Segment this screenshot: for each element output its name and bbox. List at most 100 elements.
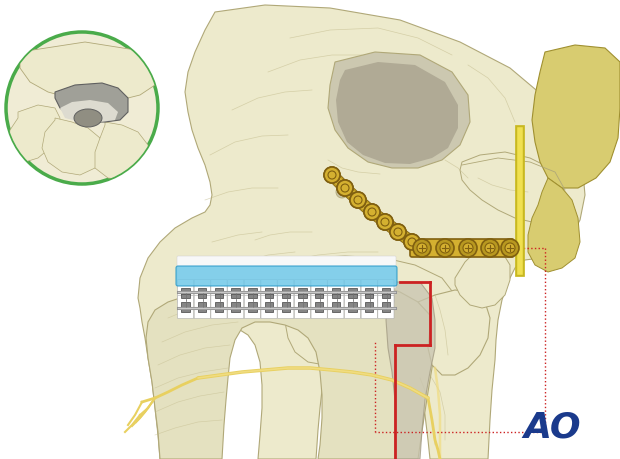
Polygon shape xyxy=(55,83,128,122)
FancyBboxPatch shape xyxy=(261,296,277,319)
Circle shape xyxy=(390,224,406,240)
FancyBboxPatch shape xyxy=(281,288,290,298)
Circle shape xyxy=(324,167,340,183)
FancyBboxPatch shape xyxy=(231,302,240,312)
Circle shape xyxy=(459,239,477,257)
FancyBboxPatch shape xyxy=(328,296,344,319)
FancyBboxPatch shape xyxy=(244,296,260,319)
FancyBboxPatch shape xyxy=(315,302,323,312)
FancyBboxPatch shape xyxy=(345,280,361,302)
Polygon shape xyxy=(418,290,490,375)
Circle shape xyxy=(336,186,348,198)
FancyBboxPatch shape xyxy=(361,280,378,302)
Circle shape xyxy=(404,234,420,250)
FancyBboxPatch shape xyxy=(278,296,294,319)
FancyBboxPatch shape xyxy=(215,302,223,312)
FancyBboxPatch shape xyxy=(311,296,327,319)
FancyBboxPatch shape xyxy=(211,280,227,302)
FancyBboxPatch shape xyxy=(410,239,514,257)
Polygon shape xyxy=(386,282,435,459)
Circle shape xyxy=(404,234,420,250)
Polygon shape xyxy=(460,152,565,222)
FancyBboxPatch shape xyxy=(182,288,190,298)
FancyBboxPatch shape xyxy=(248,302,257,312)
Ellipse shape xyxy=(74,109,102,127)
FancyBboxPatch shape xyxy=(198,302,206,312)
FancyBboxPatch shape xyxy=(278,280,294,302)
Circle shape xyxy=(481,239,499,257)
FancyBboxPatch shape xyxy=(365,302,373,312)
FancyBboxPatch shape xyxy=(328,280,344,302)
FancyBboxPatch shape xyxy=(215,288,223,298)
FancyBboxPatch shape xyxy=(311,280,327,302)
FancyBboxPatch shape xyxy=(211,296,227,319)
Circle shape xyxy=(390,224,406,240)
Circle shape xyxy=(377,214,393,230)
FancyBboxPatch shape xyxy=(294,296,311,319)
FancyBboxPatch shape xyxy=(244,280,260,302)
Polygon shape xyxy=(20,42,158,100)
FancyBboxPatch shape xyxy=(261,280,277,302)
FancyBboxPatch shape xyxy=(382,288,390,298)
Circle shape xyxy=(350,192,366,208)
Circle shape xyxy=(440,243,450,253)
FancyBboxPatch shape xyxy=(315,288,323,298)
FancyBboxPatch shape xyxy=(281,302,290,312)
FancyBboxPatch shape xyxy=(265,288,273,298)
FancyBboxPatch shape xyxy=(182,302,190,312)
FancyBboxPatch shape xyxy=(194,280,210,302)
Polygon shape xyxy=(230,256,458,365)
FancyBboxPatch shape xyxy=(231,288,240,298)
Circle shape xyxy=(350,192,366,208)
Circle shape xyxy=(463,243,473,253)
FancyBboxPatch shape xyxy=(176,266,397,286)
FancyBboxPatch shape xyxy=(228,296,244,319)
FancyBboxPatch shape xyxy=(348,288,356,298)
FancyBboxPatch shape xyxy=(378,296,394,319)
Circle shape xyxy=(337,180,353,196)
Circle shape xyxy=(485,243,495,253)
Polygon shape xyxy=(138,5,585,459)
Circle shape xyxy=(436,239,454,257)
Polygon shape xyxy=(42,118,102,175)
Circle shape xyxy=(505,243,515,253)
FancyBboxPatch shape xyxy=(177,256,396,288)
Circle shape xyxy=(413,239,431,257)
Polygon shape xyxy=(455,248,510,308)
FancyBboxPatch shape xyxy=(177,280,193,302)
FancyBboxPatch shape xyxy=(228,280,244,302)
FancyBboxPatch shape xyxy=(348,302,356,312)
FancyBboxPatch shape xyxy=(332,288,340,298)
FancyBboxPatch shape xyxy=(294,280,311,302)
Circle shape xyxy=(364,204,380,220)
FancyBboxPatch shape xyxy=(332,302,340,312)
Polygon shape xyxy=(95,122,148,180)
Circle shape xyxy=(417,243,427,253)
Circle shape xyxy=(364,204,380,220)
FancyBboxPatch shape xyxy=(382,302,390,312)
FancyBboxPatch shape xyxy=(298,302,307,312)
Circle shape xyxy=(6,32,158,184)
Circle shape xyxy=(324,167,340,183)
FancyBboxPatch shape xyxy=(378,280,394,302)
FancyBboxPatch shape xyxy=(194,296,210,319)
Text: AO: AO xyxy=(523,411,581,445)
Polygon shape xyxy=(528,178,580,272)
FancyBboxPatch shape xyxy=(198,288,206,298)
FancyBboxPatch shape xyxy=(265,302,273,312)
Circle shape xyxy=(501,239,519,257)
Polygon shape xyxy=(8,105,60,162)
Circle shape xyxy=(337,180,353,196)
FancyBboxPatch shape xyxy=(298,288,307,298)
FancyBboxPatch shape xyxy=(345,296,361,319)
Polygon shape xyxy=(60,100,118,122)
FancyBboxPatch shape xyxy=(365,288,373,298)
Circle shape xyxy=(377,214,393,230)
Polygon shape xyxy=(336,62,458,164)
FancyBboxPatch shape xyxy=(361,296,378,319)
FancyBboxPatch shape xyxy=(177,296,193,319)
Polygon shape xyxy=(146,282,435,459)
Polygon shape xyxy=(328,52,470,168)
Polygon shape xyxy=(532,45,620,188)
FancyBboxPatch shape xyxy=(248,288,257,298)
